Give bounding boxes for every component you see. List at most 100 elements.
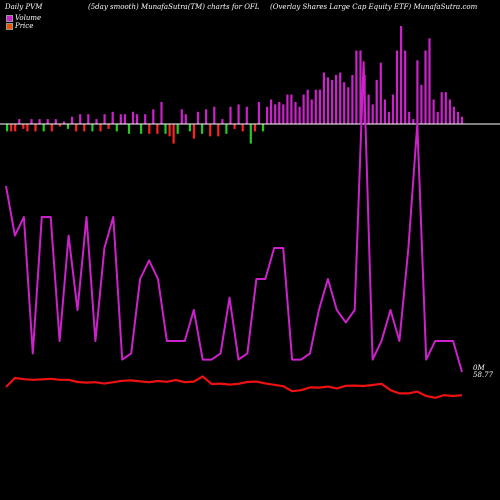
volume-bar <box>34 124 37 132</box>
volume-bar <box>83 124 86 132</box>
volume-bar <box>62 121 66 124</box>
volume-bar <box>99 124 102 132</box>
volume-bar <box>314 89 317 124</box>
volume-bar <box>424 50 427 124</box>
volume-bar <box>172 124 175 144</box>
volume-bar <box>156 124 159 134</box>
volume-bar <box>66 124 70 129</box>
legend-swatch-price <box>6 22 13 30</box>
volume-bar <box>245 106 248 124</box>
volume-bar <box>286 94 289 124</box>
volume-bar <box>152 109 155 124</box>
volume-bar <box>335 75 338 124</box>
volume-bar <box>322 72 325 124</box>
volume-bar <box>6 124 9 132</box>
volume-bar <box>331 79 334 124</box>
volume-bar <box>91 124 94 132</box>
volume-bar <box>205 109 208 124</box>
volume-bar <box>432 99 435 124</box>
volume-bar <box>416 60 419 124</box>
volume-bar <box>115 124 118 132</box>
chart-header-left: Daily PVM <box>5 3 43 11</box>
volume-bar <box>355 50 358 124</box>
volume-bar <box>359 50 362 124</box>
volume-bar <box>412 119 415 124</box>
volume-bar <box>184 114 187 124</box>
volume-bar <box>221 119 224 124</box>
volume-bar <box>343 82 346 124</box>
volume-bar <box>225 124 228 134</box>
volume-bar <box>270 99 273 124</box>
volume-bar <box>302 94 305 124</box>
volume-bar <box>253 124 256 132</box>
volume-bar <box>103 114 106 124</box>
volume-bar <box>58 124 61 127</box>
volume-bar <box>326 77 330 124</box>
volume-bar <box>209 124 212 137</box>
volume-bar <box>282 104 285 124</box>
legend-item-volume: Volume <box>6 14 41 22</box>
legend-item-price: Price <box>6 22 33 30</box>
volume-bar <box>160 102 163 125</box>
volume-bar <box>408 111 411 125</box>
volume-bar <box>79 114 82 124</box>
volume-bar <box>144 114 147 124</box>
volume-bar <box>290 94 293 124</box>
volume-bar <box>444 92 447 125</box>
volume-bar <box>176 124 179 134</box>
volume-bar <box>306 89 309 124</box>
volume-bar <box>123 114 126 124</box>
volume-bar <box>164 124 167 134</box>
volume-bar <box>367 94 370 124</box>
volume-bar <box>136 114 139 124</box>
volume-bar <box>10 124 13 132</box>
volume-bar <box>440 92 443 125</box>
volume-bar <box>241 124 244 132</box>
volume-bar <box>400 26 403 124</box>
volume-bar <box>233 124 236 129</box>
volume-bar <box>148 124 151 134</box>
volume-bar <box>278 102 281 125</box>
volume-bar <box>229 106 232 124</box>
volume-bar <box>18 119 21 124</box>
volume-bar <box>140 124 143 134</box>
volume-bar <box>351 75 354 124</box>
volume-bar <box>460 116 464 125</box>
volume-bar <box>452 106 455 124</box>
volume-end-label: 0M <box>473 364 485 372</box>
volume-bar <box>87 114 90 124</box>
volume-bar <box>38 119 41 124</box>
volume-bar <box>14 124 17 132</box>
volume-bar <box>294 102 297 125</box>
volume-bar <box>448 99 451 124</box>
price-end-label: 58.77 <box>473 371 494 379</box>
volume-bar <box>22 124 25 129</box>
price-line <box>5 375 463 399</box>
volume-bar <box>131 111 135 125</box>
volume-bar <box>213 106 216 124</box>
volume-bar <box>201 124 204 134</box>
volume-bar <box>298 106 301 124</box>
volume-bar <box>436 111 439 125</box>
legend-label-volume: Volume <box>15 14 42 22</box>
volume-bar <box>383 99 386 124</box>
legend-label-price: Price <box>15 22 34 30</box>
volume-bar <box>261 124 265 132</box>
volume-line <box>5 61 463 373</box>
legend-swatch-volume <box>6 14 13 22</box>
volume-bar <box>46 119 49 124</box>
volume-bar <box>339 72 342 124</box>
volume-bar <box>318 89 321 124</box>
volume-bar <box>237 104 240 124</box>
volume-bar <box>50 124 53 132</box>
volume-bar <box>404 50 407 124</box>
volume-bar <box>111 111 114 125</box>
chart-header-title: (5day smooth) MunafaSutra(TM) charts for… <box>88 3 260 11</box>
volume-bar <box>428 38 431 125</box>
volume-bar <box>30 119 33 124</box>
volume-bar <box>217 124 220 137</box>
volume-bar <box>387 111 390 125</box>
volume-bar <box>95 119 98 124</box>
volume-bar <box>310 99 313 124</box>
